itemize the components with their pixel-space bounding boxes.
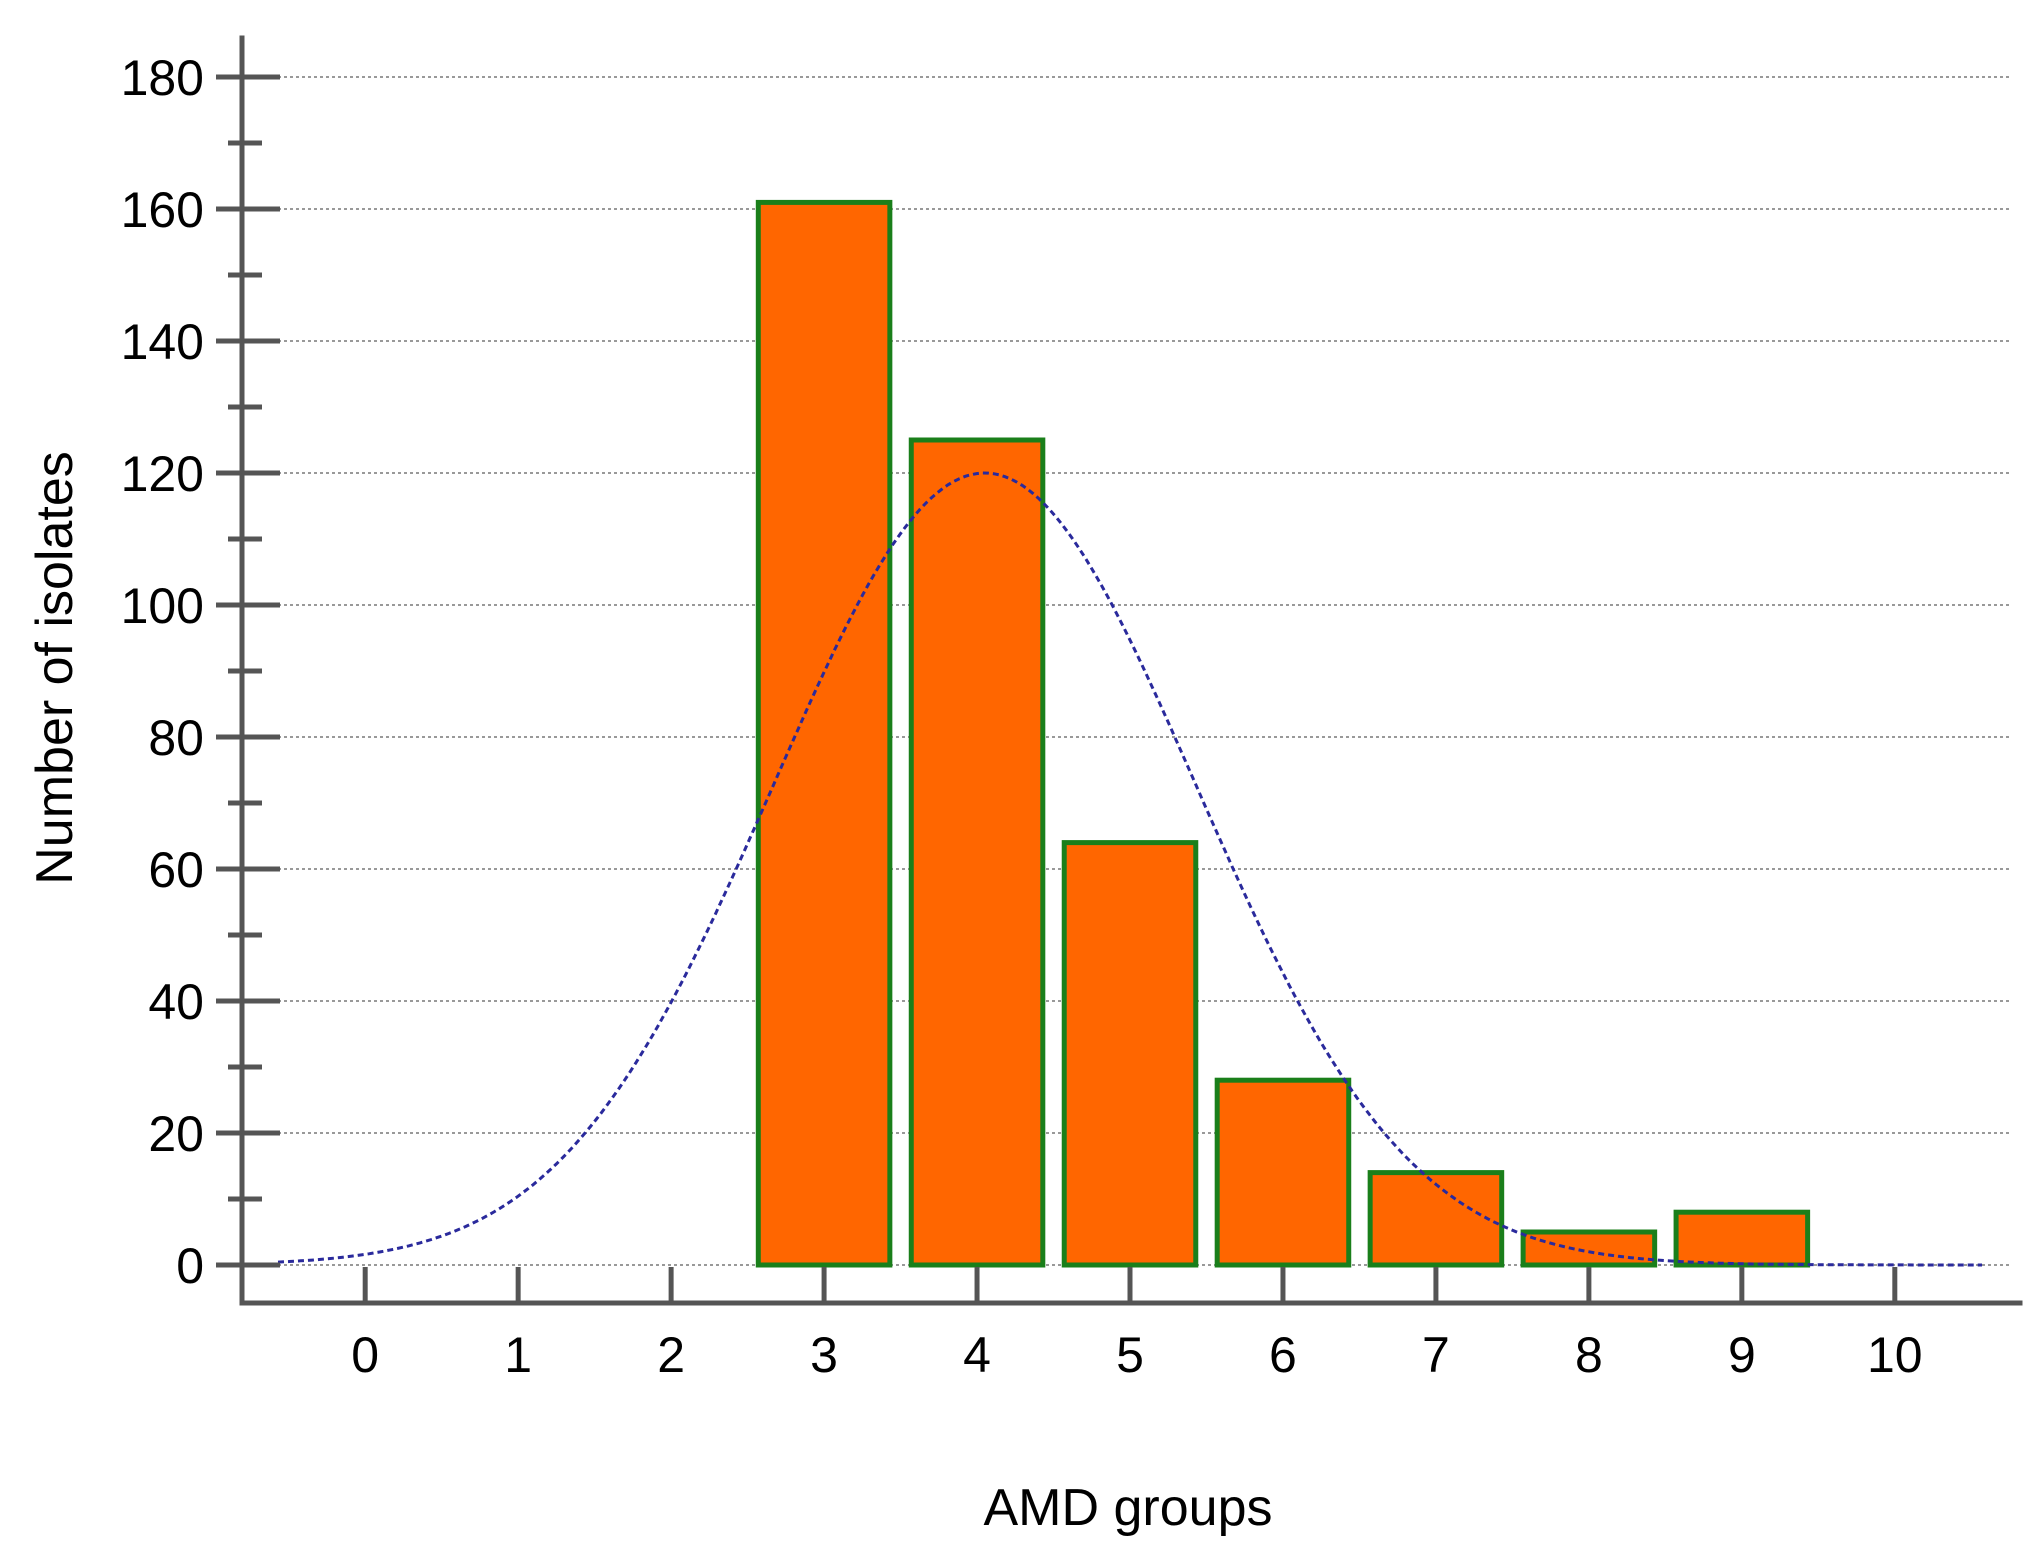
y-tick-label-40: 40	[148, 974, 204, 1030]
y-tick-label-180: 180	[121, 50, 204, 106]
x-tick-label-8: 8	[1575, 1327, 1603, 1383]
x-tick-label-7: 7	[1422, 1327, 1450, 1383]
bar-6	[1214, 1077, 1352, 1268]
x-tick-label-5: 5	[1116, 1327, 1144, 1383]
bar-9	[1673, 1209, 1811, 1268]
fit-curve-line	[277, 471, 1982, 1267]
x-tick-label-3: 3	[810, 1327, 838, 1383]
y-tick-label-60: 60	[148, 842, 204, 898]
axes	[216, 35, 2023, 1306]
x-tick-label-10: 10	[1867, 1327, 1923, 1383]
x-axis-title: AMD groups	[984, 1479, 1273, 1537]
y-tick-label-140: 140	[121, 314, 204, 370]
bar-3	[755, 199, 893, 1268]
y-tick-label-160: 160	[121, 182, 204, 238]
x-tick-label-1: 1	[504, 1327, 532, 1383]
x-tick-label-4: 4	[963, 1327, 991, 1383]
y-tick-label-20: 20	[148, 1106, 204, 1162]
y-tick-label-120: 120	[121, 446, 204, 502]
y-tick-label-80: 80	[148, 710, 204, 766]
normal-fit-curve	[277, 471, 1982, 1267]
tick-labels: 0 20 40 60 80 100 120 140 160 180 0 1 2 3 4 5 6 7 8 9 10	[121, 50, 1923, 1383]
y-tick-label-100: 100	[121, 578, 204, 634]
bars	[755, 199, 1811, 1268]
bar-5	[1061, 840, 1199, 1268]
x-tick-label-9: 9	[1728, 1327, 1756, 1383]
x-tick-label-0: 0	[351, 1327, 379, 1383]
y-tick-label-0: 0	[176, 1238, 204, 1294]
bar-7	[1367, 1170, 1505, 1268]
bar-4	[908, 437, 1046, 1268]
bar-8	[1520, 1229, 1658, 1268]
y-axis-title: Number of isolates	[26, 451, 84, 885]
x-tick-label-2: 2	[657, 1327, 685, 1383]
x-tick-label-6: 6	[1269, 1327, 1297, 1383]
